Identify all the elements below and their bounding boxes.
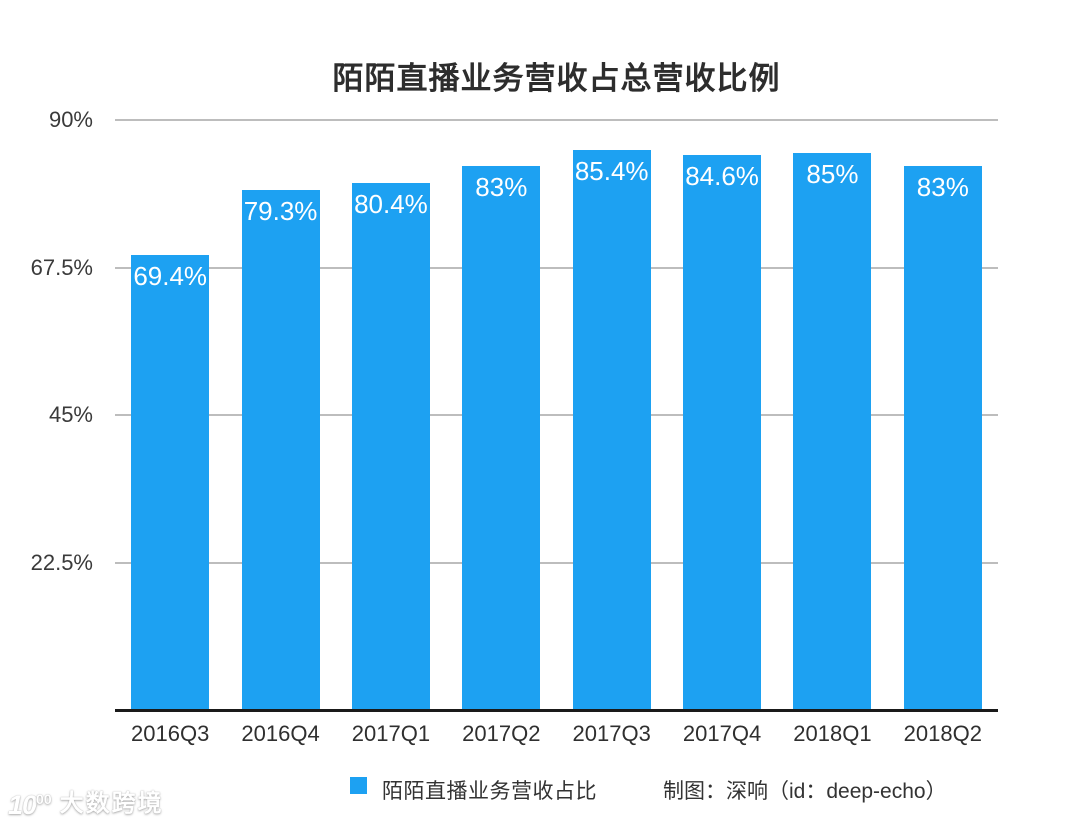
- x-axis-tick-label: 2017Q2: [462, 721, 541, 746]
- chart-title: 陌陌直播业务营收占总营收比例: [332, 61, 781, 96]
- bar-value-label: 83%: [475, 171, 528, 202]
- bar-value-label: 85%: [806, 158, 859, 189]
- watermark-logo-icon: 1000: [8, 790, 52, 820]
- bar-value-label: 84.6%: [685, 161, 759, 192]
- bar-value-label: 79.3%: [243, 196, 318, 227]
- watermark-text: 大数跨境: [59, 790, 164, 817]
- bar-value-label: 80.4%: [354, 188, 428, 219]
- x-axis-tick-label: 2017Q4: [682, 721, 762, 746]
- bar: 84.6%: [683, 155, 762, 710]
- x-axis-tick-label: 2017Q3: [572, 721, 651, 746]
- y-axis-tick-label: 67.5%: [30, 254, 93, 280]
- bar: 79.3%: [241, 190, 320, 710]
- x-axis-tick-label: 2018Q2: [903, 721, 982, 746]
- x-axis-tick-label: 2016Q4: [241, 721, 320, 746]
- bar-value-label: 85.4%: [574, 156, 649, 187]
- watermark: 1000 大数跨境: [8, 784, 164, 820]
- x-axis-tick-label: 2018Q1: [793, 721, 872, 746]
- bar: 85.4%: [572, 150, 651, 710]
- bar: 69.4%: [131, 255, 210, 710]
- gridline: [115, 561, 998, 564]
- bar-value-label: 83%: [916, 171, 969, 202]
- y-axis-tick-label: 90%: [48, 107, 93, 132]
- gridline: [115, 266, 998, 269]
- legend-swatch: [350, 777, 367, 794]
- y-axis-tick-label: 22.5%: [30, 549, 93, 575]
- gridline: [115, 414, 998, 416]
- legend-label: 陌陌直播业务营收占比: [382, 780, 597, 803]
- bar: 80.4%: [351, 182, 430, 710]
- bar: 85%: [793, 152, 872, 710]
- bar: 83%: [462, 165, 541, 710]
- y-axis-tick-label: 45%: [48, 402, 93, 427]
- x-axis-tick-label: 2016Q3: [131, 721, 210, 746]
- x-axis-line: [115, 709, 998, 712]
- gridline: [115, 119, 998, 121]
- x-axis-tick-label: 2017Q1: [351, 721, 431, 746]
- bar: 83%: [903, 165, 982, 710]
- bar-value-label: 69.4%: [133, 261, 208, 292]
- chart-credit: 制图：深响（id：deep-echo）: [663, 780, 947, 803]
